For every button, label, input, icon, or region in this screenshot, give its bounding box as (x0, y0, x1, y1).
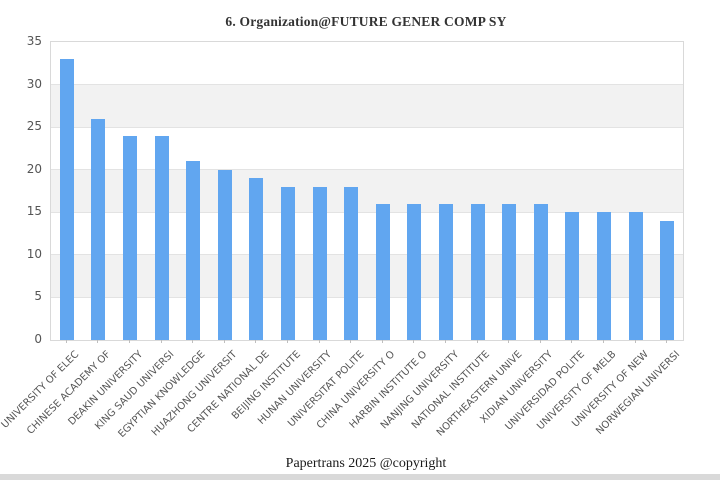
y-tick-label: 5 (34, 289, 42, 304)
x-tick (287, 340, 288, 343)
x-tick (381, 340, 383, 343)
x-tick (129, 340, 130, 343)
background-band (51, 84, 683, 128)
x-axis-labels: UNIVERSITY OF ELEC CHINESE ACADEMY OF DEAK… (0, 345, 682, 465)
bar (628, 212, 643, 340)
bottom-strip (0, 474, 720, 480)
bar (59, 59, 74, 340)
gridline (51, 296, 683, 298)
x-tick (413, 340, 415, 343)
background-band (51, 254, 683, 298)
bar (407, 203, 422, 340)
x-axis-ticks (50, 340, 682, 344)
plot-area (50, 41, 684, 341)
bar (533, 203, 548, 340)
x-tick (539, 340, 541, 343)
y-tick-label: 35 (26, 34, 42, 48)
x-tick (192, 340, 194, 343)
y-tick-label: 15 (26, 204, 42, 219)
x-tick (160, 340, 162, 343)
x-tick (350, 340, 352, 343)
y-tick-label: 30 (26, 76, 42, 91)
x-tick (508, 340, 510, 343)
bar (154, 135, 169, 340)
footer-text: Papertrans 2025 @copyright (285, 456, 447, 471)
bar (249, 178, 264, 340)
x-tick (223, 340, 225, 343)
gridline (51, 84, 683, 86)
x-tick (97, 340, 99, 343)
bar (344, 186, 359, 340)
bar (217, 169, 232, 340)
gridline (51, 254, 683, 256)
background-band (51, 169, 683, 213)
bar (186, 161, 201, 340)
bar (375, 203, 390, 340)
y-tick-label: 25 (26, 119, 42, 134)
bar (281, 186, 295, 340)
bar (123, 135, 137, 340)
gridline (51, 169, 683, 171)
x-tick (255, 340, 257, 343)
bar (660, 220, 675, 340)
x-tick (318, 340, 320, 343)
bar (91, 118, 106, 340)
y-tick-label: 10 (26, 246, 42, 261)
x-tick (476, 340, 478, 343)
bar (439, 203, 453, 340)
chart-title: 6. Organization@FUTURE GENER COMP SY (225, 14, 507, 29)
x-tick (571, 340, 573, 343)
bar (470, 203, 485, 340)
bar (312, 186, 327, 340)
gridline (51, 211, 683, 213)
y-tick-label: 20 (26, 161, 42, 176)
y-tick-label: 0 (34, 332, 42, 346)
x-tick (65, 340, 67, 343)
x-tick (666, 340, 668, 343)
gridline (51, 126, 683, 128)
bar (565, 212, 580, 340)
bar (597, 212, 611, 340)
x-tick (445, 340, 446, 343)
y-axis-labels: 0 5 10 15 20 25 30 35 (0, 34, 42, 346)
x-tick (603, 340, 604, 343)
x-tick (634, 340, 636, 343)
bar (502, 203, 517, 340)
